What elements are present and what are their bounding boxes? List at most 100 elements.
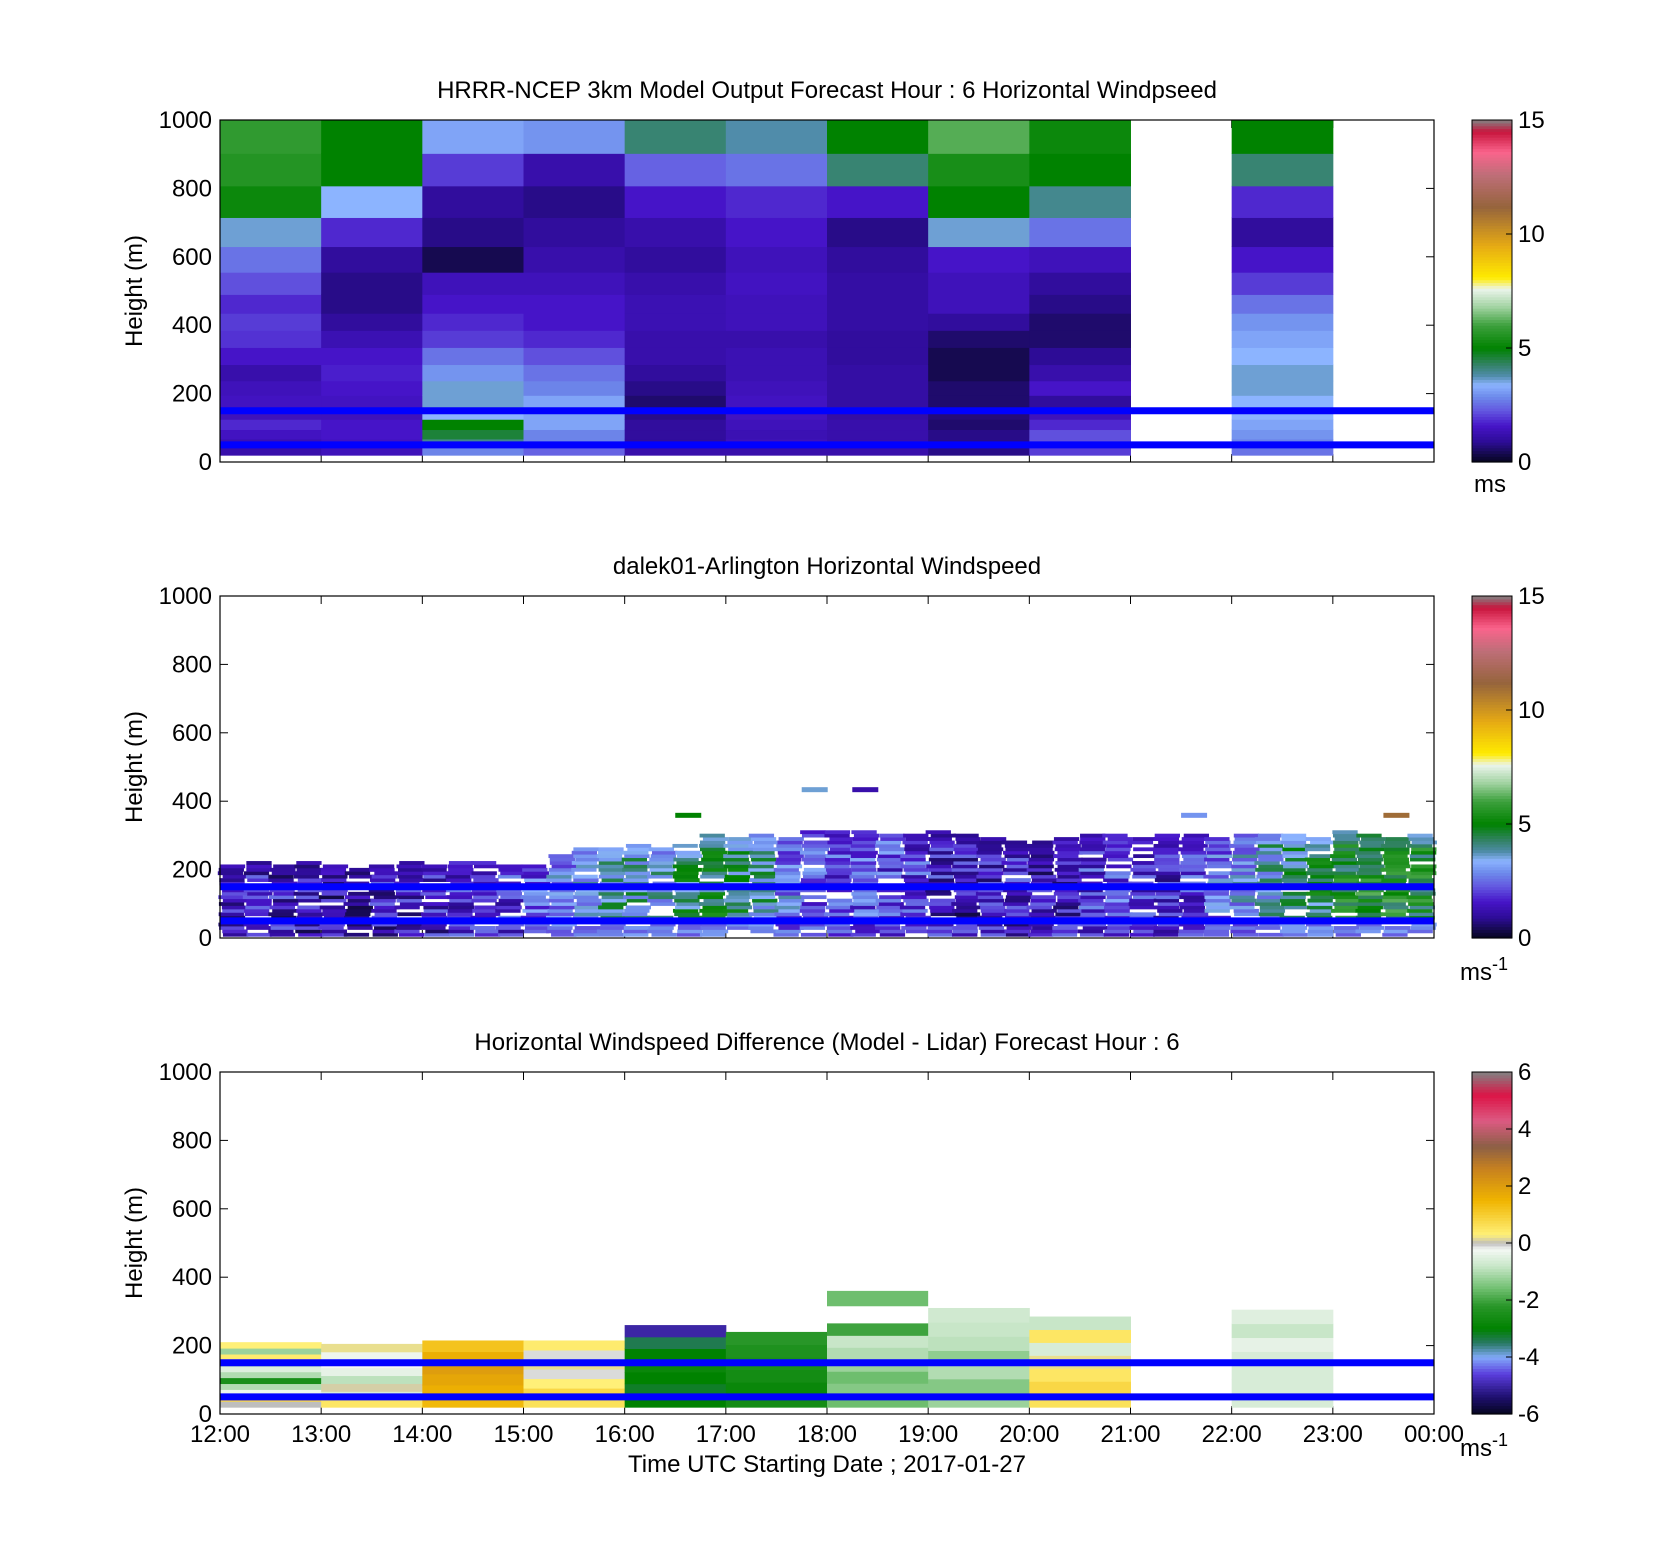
heatmap-cell bbox=[1208, 871, 1234, 876]
heatmap-cell bbox=[523, 380, 626, 396]
heatmap-cell bbox=[394, 905, 420, 910]
heatmap-cell bbox=[952, 864, 978, 869]
heatmap-cell bbox=[905, 837, 931, 841]
heatmap-cell bbox=[1310, 840, 1336, 845]
heatmap-cell bbox=[1153, 898, 1180, 903]
heatmap-cell bbox=[1080, 912, 1106, 917]
heatmap-cell bbox=[979, 840, 1005, 845]
heatmap-cell bbox=[520, 864, 547, 869]
colorbar-segment bbox=[1472, 1311, 1512, 1315]
heatmap-cell bbox=[648, 926, 674, 930]
heatmap-cell bbox=[321, 1367, 423, 1377]
heatmap-cell bbox=[1406, 895, 1432, 900]
heatmap-cell bbox=[775, 929, 801, 934]
heatmap-cell bbox=[1230, 926, 1256, 930]
heatmap-cell bbox=[905, 902, 932, 906]
heatmap-cell bbox=[1307, 878, 1334, 882]
colorbar-segment bbox=[1472, 413, 1512, 417]
heatmap-cell bbox=[1231, 272, 1334, 295]
heatmap-cell bbox=[424, 932, 450, 937]
heatmap-cell bbox=[1259, 847, 1285, 852]
heatmap-cell bbox=[827, 330, 929, 348]
colorbar-segment bbox=[1472, 849, 1512, 854]
heatmap-cell bbox=[928, 153, 1030, 187]
heatmap-cell bbox=[849, 874, 875, 879]
heatmap-cell bbox=[723, 854, 749, 859]
heatmap-cell bbox=[624, 854, 650, 859]
heatmap-cell bbox=[1183, 857, 1209, 862]
heatmap-cell bbox=[1333, 843, 1359, 848]
heatmap-cell bbox=[978, 871, 1004, 876]
colorbar-segment bbox=[1472, 120, 1512, 124]
heatmap-cell bbox=[1107, 837, 1133, 841]
heatmap-cell bbox=[1385, 908, 1411, 913]
heatmap-cell bbox=[824, 874, 851, 879]
heatmap-cell bbox=[952, 857, 978, 862]
heatmap-cell bbox=[930, 833, 957, 838]
heatmap-cell bbox=[802, 912, 828, 917]
heatmap-cell bbox=[1182, 843, 1208, 848]
heatmap-cell bbox=[396, 926, 422, 930]
heatmap-cell bbox=[551, 864, 577, 869]
heatmap-cell bbox=[551, 922, 577, 927]
heatmap-cell bbox=[1128, 902, 1154, 906]
heatmap-cell bbox=[904, 847, 930, 852]
heatmap-cell bbox=[422, 888, 448, 893]
heatmap-cell bbox=[1180, 850, 1207, 855]
heatmap-cell bbox=[270, 922, 296, 927]
heatmap-cell bbox=[725, 429, 828, 440]
panel-3-axes: Horizontal Windspeed Difference (Model -… bbox=[121, 1029, 1464, 1478]
heatmap-cell bbox=[222, 929, 248, 934]
colorbar-segment bbox=[1472, 1163, 1512, 1167]
heatmap-cell bbox=[827, 850, 853, 855]
heatmap-cell bbox=[321, 1351, 423, 1361]
colorbar-segment bbox=[1472, 253, 1512, 258]
heatmap-cell bbox=[1130, 891, 1156, 896]
colorbar-segment bbox=[1472, 1197, 1512, 1201]
colorbar-segment bbox=[1472, 325, 1512, 329]
heatmap-cell bbox=[647, 888, 673, 893]
heatmap-cell bbox=[624, 153, 727, 187]
heatmap-cell bbox=[1032, 926, 1058, 930]
colorbar-segment bbox=[1472, 655, 1512, 660]
colorbar-segment bbox=[1472, 382, 1512, 386]
heatmap-cell bbox=[523, 1349, 626, 1361]
heatmap-cell bbox=[827, 898, 853, 903]
colorbar-segment bbox=[1472, 1305, 1512, 1310]
heatmap-cell bbox=[625, 905, 651, 910]
colorbar-segment bbox=[1472, 1396, 1512, 1401]
heatmap-cell bbox=[1333, 878, 1360, 882]
heatmap-cell bbox=[904, 843, 930, 848]
heatmap-cell bbox=[725, 861, 751, 865]
heatmap-cell bbox=[1231, 153, 1334, 187]
heatmap-cell bbox=[220, 153, 322, 187]
colorbar-segment bbox=[1472, 1086, 1512, 1090]
heatmap-cell bbox=[1153, 929, 1179, 934]
heatmap-cell bbox=[978, 902, 1005, 906]
heatmap-cell bbox=[723, 898, 750, 903]
colorbar-tick-label: 5 bbox=[1518, 811, 1531, 838]
colorbar-segment bbox=[1472, 898, 1512, 902]
heatmap-cell bbox=[1233, 833, 1260, 838]
heatmap-cell bbox=[776, 902, 803, 906]
heatmap-cell bbox=[928, 1322, 1030, 1337]
heatmap-cell bbox=[625, 874, 652, 879]
heatmap-cell bbox=[952, 908, 978, 913]
heatmap-cell bbox=[1129, 926, 1155, 930]
heatmap-cell bbox=[220, 272, 322, 295]
heatmap-cell bbox=[800, 932, 827, 937]
heatmap-cell bbox=[422, 272, 524, 295]
heatmap-cell bbox=[1258, 912, 1285, 917]
heatmap-cell bbox=[321, 272, 423, 295]
colorbar-segment bbox=[1472, 191, 1512, 195]
heatmap-isolated-cell bbox=[827, 1290, 929, 1307]
heatmap-cell bbox=[498, 867, 524, 872]
heatmap-cell bbox=[675, 891, 701, 896]
colorbar-segment bbox=[1472, 912, 1512, 916]
heatmap-cell bbox=[270, 926, 296, 930]
colorbar-segment bbox=[1472, 1245, 1512, 1250]
heatmap-cell bbox=[979, 864, 1005, 869]
heatmap-cell bbox=[1132, 861, 1158, 865]
heatmap-cell bbox=[1028, 922, 1054, 927]
